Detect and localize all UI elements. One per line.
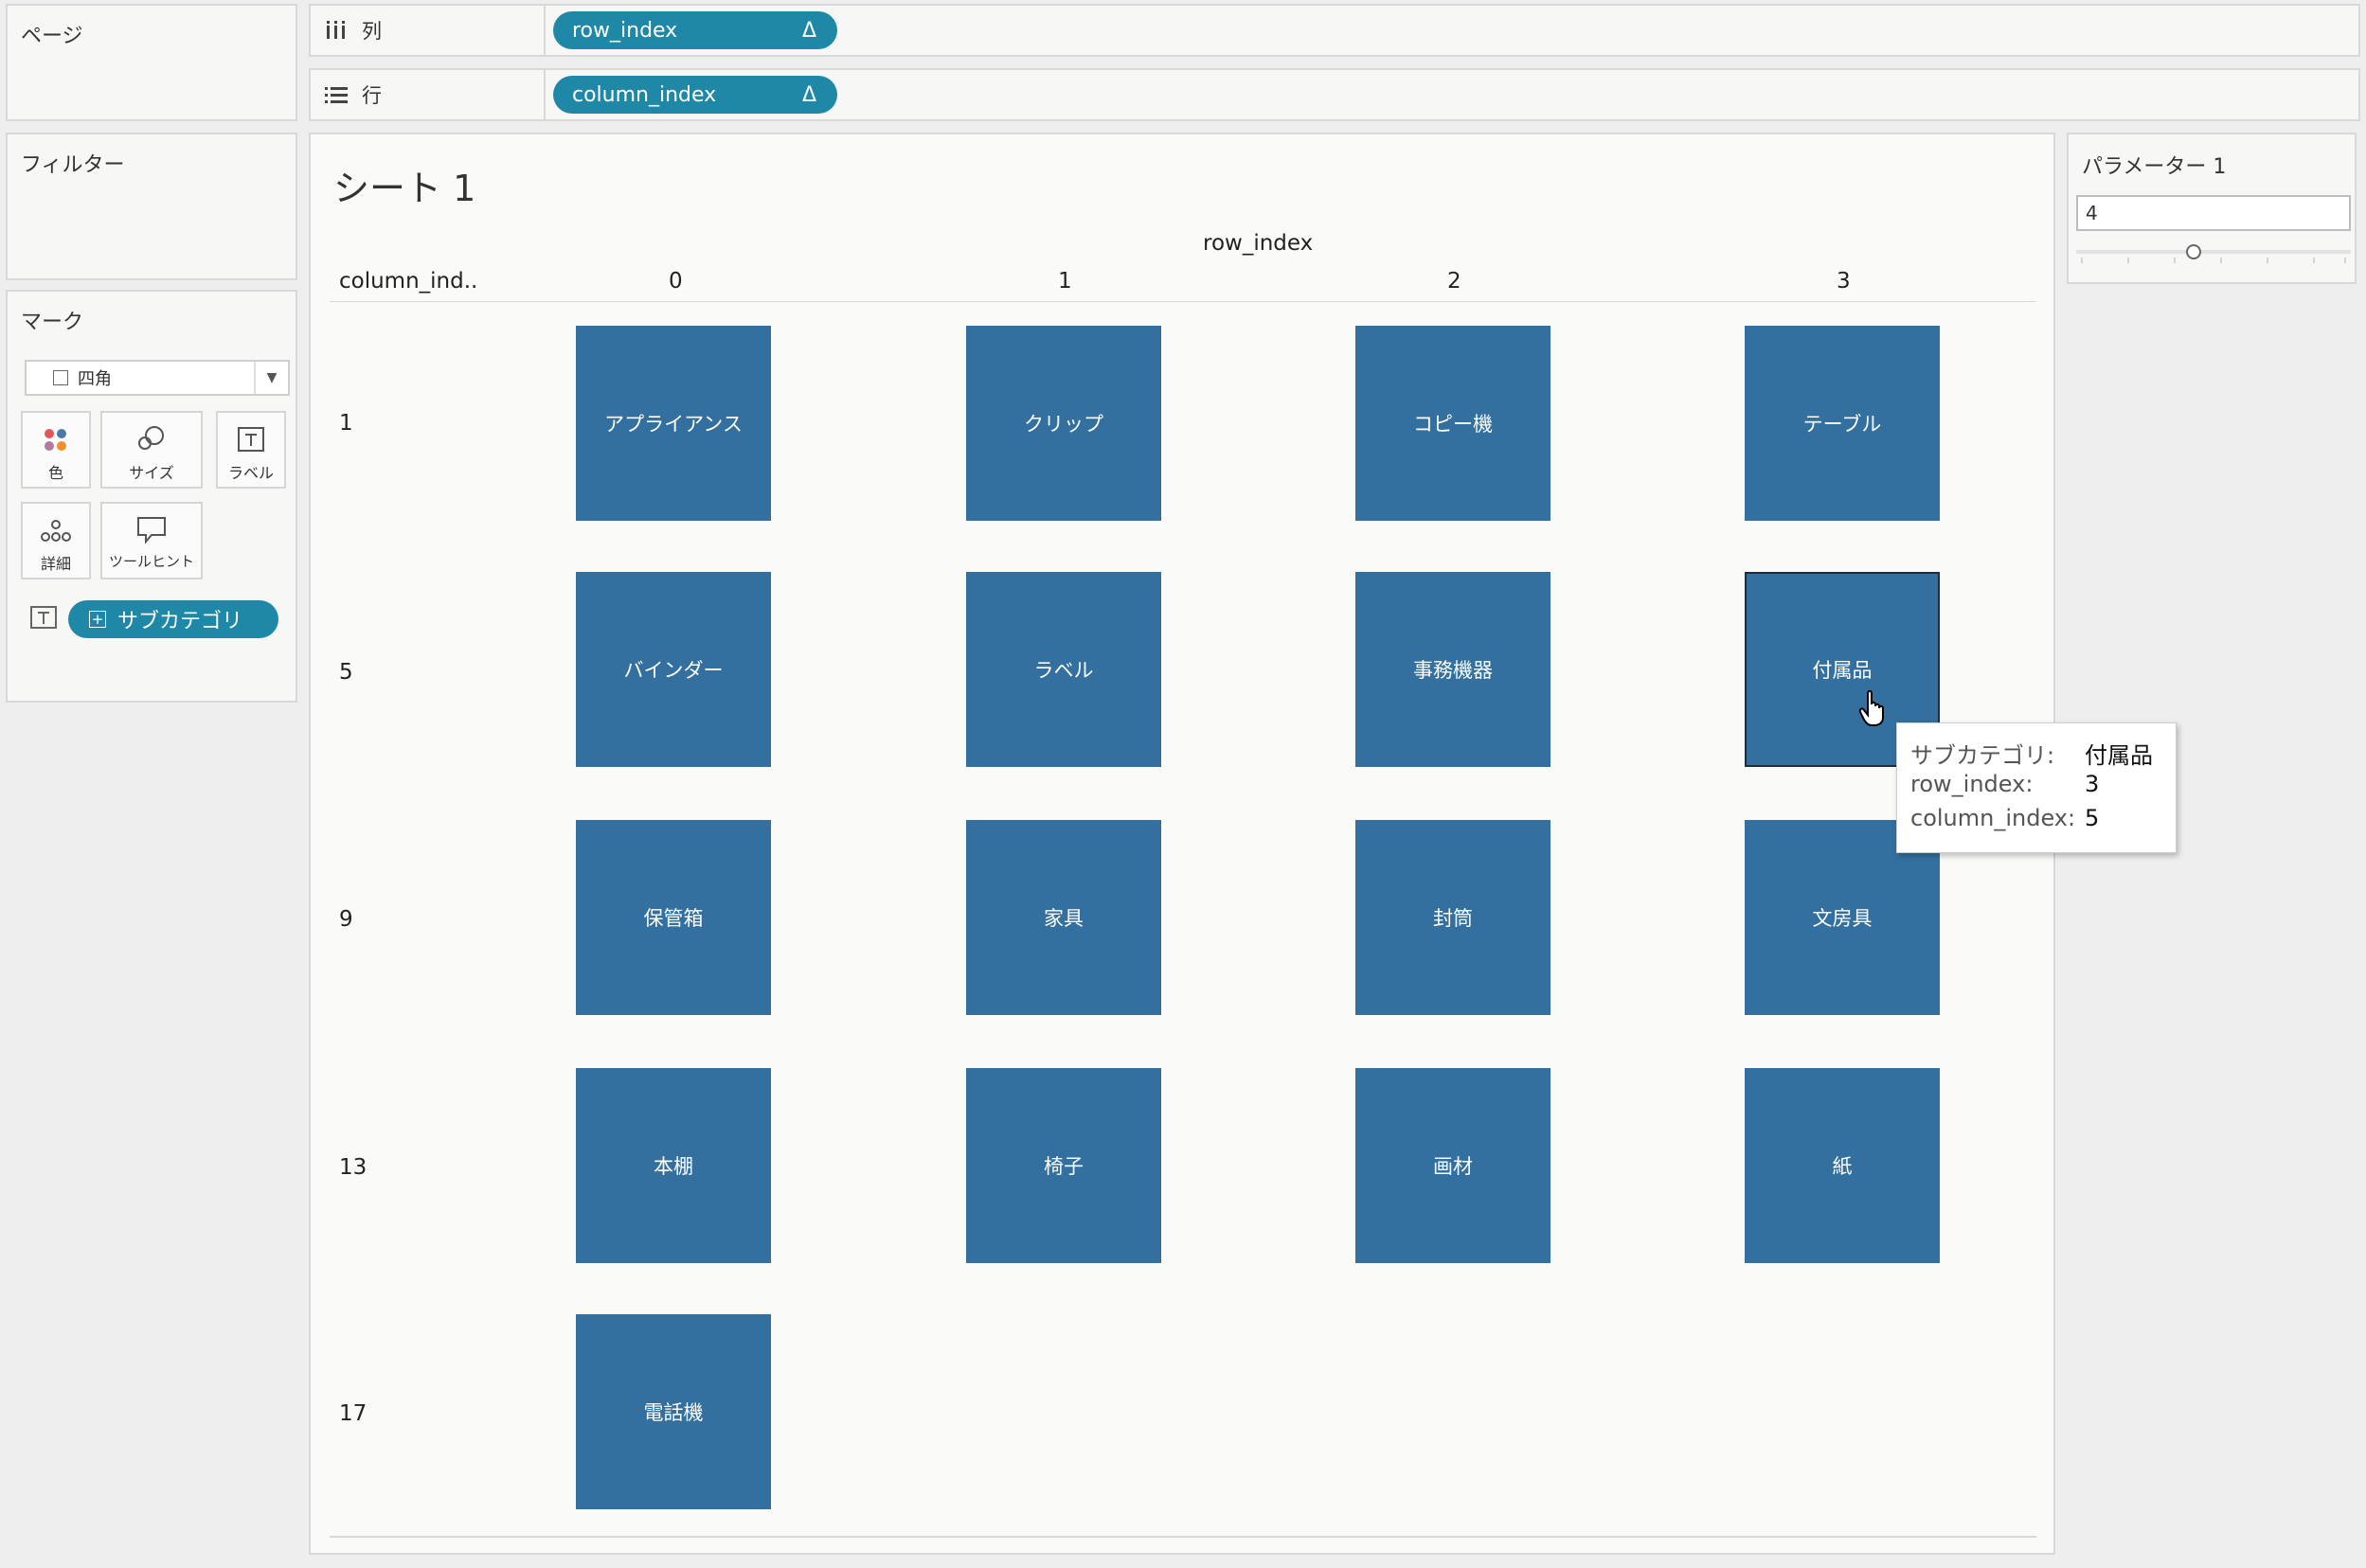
size-icon [138, 426, 164, 450]
parameter-slider-track[interactable] [2076, 250, 2351, 254]
square-mark[interactable]: コピー機 [1355, 326, 1550, 521]
tooltip-value: 5 [2085, 805, 2100, 831]
column-header-title: row_index [1203, 231, 1314, 256]
row-header: 5 [339, 660, 353, 685]
rows-icon [325, 87, 348, 103]
parameter-slider-thumb[interactable] [2186, 244, 2201, 259]
tooltip-value: 3 [2085, 771, 2100, 797]
row-header: 1 [339, 411, 353, 436]
columns-shelf[interactable]: 列 row_index Δ [309, 4, 2360, 57]
row-header-title: column_ind.. [339, 269, 478, 294]
tooltip-value: 付属品 [2085, 742, 2153, 769]
plus-box-icon: + [89, 611, 106, 628]
tooltip-icon [137, 517, 166, 544]
size-button[interactable]: サイズ [100, 411, 203, 489]
square-mark[interactable]: アプライアンス [576, 326, 771, 521]
column-header: 1 [1058, 269, 1072, 294]
parameter-value: 4 [2086, 202, 2098, 224]
pages-title: ページ [21, 25, 83, 48]
square-mark[interactable]: 封筒 [1355, 820, 1550, 1015]
header-underline [330, 301, 2036, 302]
parameter-value-field[interactable]: 4 [2076, 195, 2351, 231]
detail-button-label: 詳細 [40, 555, 71, 573]
square-mark[interactable]: 電話機 [576, 1314, 771, 1509]
color-button[interactable]: 色 [21, 411, 91, 489]
subcategory-pill-label: サブカテゴリ [117, 610, 243, 633]
row-header: 13 [339, 1155, 367, 1180]
column-index-pill-label: column_index [572, 82, 717, 107]
filters-title: フィルター [21, 153, 125, 177]
marks-card: マーク 四角 ▼ 色 サイズ ラベル [6, 290, 297, 703]
columns-shelf-label: 列 [311, 6, 546, 55]
square-mark[interactable]: ラベル [966, 572, 1161, 767]
tooltip-key: サブカテゴリ: [1910, 742, 2055, 769]
delta-icon: Δ [801, 83, 816, 107]
square-mark[interactable]: 本棚 [576, 1068, 771, 1263]
rows-shelf[interactable]: 行 column_index Δ [309, 68, 2360, 121]
rows-shelf-label: 行 [311, 70, 546, 119]
tooltip-key: column_index: [1910, 805, 2076, 831]
row-index-pill[interactable]: row_index Δ [553, 11, 837, 49]
square-mark[interactable]: テーブル [1745, 326, 1940, 521]
label-button-label: ラベル [227, 464, 274, 482]
row-header: 9 [339, 907, 353, 932]
square-mark[interactable]: バインダー [576, 572, 771, 767]
mark-type-dropdown[interactable]: 四角 ▼ [25, 360, 290, 396]
label-text-icon [238, 427, 264, 452]
size-button-label: サイズ [129, 464, 174, 482]
bottom-axis-line [330, 1536, 2036, 1538]
label-button[interactable]: ラベル [216, 411, 286, 489]
square-mark[interactable]: 紙 [1745, 1068, 1940, 1263]
columns-icon [327, 21, 345, 39]
columns-shelf-text: 列 [362, 20, 382, 43]
square-mark[interactable]: 保管箱 [576, 820, 771, 1015]
square-mark[interactable]: クリップ [966, 326, 1161, 521]
column-header: 3 [1837, 269, 1851, 294]
color-icon [45, 429, 66, 451]
sheet-title: シート 1 [333, 168, 476, 209]
rows-shelf-text: 行 [362, 84, 382, 107]
chevron-down-icon: ▼ [254, 362, 288, 394]
mark-tooltip: サブカテゴリ: 付属品 row_index: 3 column_index: 5 [1896, 722, 2177, 853]
parameter-title: パラメーター 1 [2082, 155, 2227, 179]
marks-title: マーク [21, 311, 84, 334]
detail-button[interactable]: 詳細 [21, 502, 91, 579]
parameter-card: パラメーター 1 4 [2067, 133, 2357, 284]
text-encoding-icon [30, 606, 57, 629]
mark-type-label: 四角 [78, 369, 112, 389]
tooltip-button-label: ツールヒント [108, 553, 194, 570]
square-mark[interactable]: 家具 [966, 820, 1161, 1015]
color-button-label: 色 [47, 464, 63, 482]
slider-ticks [2081, 258, 2346, 263]
column-index-pill[interactable]: column_index Δ [553, 76, 837, 114]
subcategory-pill[interactable]: + サブカテゴリ [68, 600, 278, 638]
tooltip-button[interactable]: ツールヒント [100, 502, 203, 579]
column-header: 0 [669, 269, 683, 294]
tooltip-row: サブカテゴリ: 付属品 [1910, 737, 2176, 771]
selected-square-mark[interactable]: 付属品 [1745, 572, 1940, 767]
filters-card[interactable]: フィルター [6, 133, 297, 280]
square-mark[interactable]: 事務機器 [1355, 572, 1550, 767]
square-mark[interactable]: 椅子 [966, 1068, 1161, 1263]
row-index-pill-label: row_index [572, 18, 678, 43]
column-header: 2 [1447, 269, 1461, 294]
tooltip-row: column_index: 5 [1910, 805, 2176, 839]
square-mark[interactable]: 画材 [1355, 1068, 1550, 1263]
tooltip-key: row_index: [1910, 771, 2034, 797]
tooltip-row: row_index: 3 [1910, 771, 2176, 805]
delta-icon: Δ [801, 19, 816, 43]
row-header: 17 [339, 1401, 367, 1426]
square-mark-icon [53, 370, 68, 385]
worksheet-view: シート 1 row_index column_ind.. 0 1 2 3 1 5… [309, 133, 2055, 1555]
hand-cursor-icon [1858, 689, 1884, 726]
detail-icon [41, 520, 71, 542]
pages-card: ページ [6, 4, 297, 121]
